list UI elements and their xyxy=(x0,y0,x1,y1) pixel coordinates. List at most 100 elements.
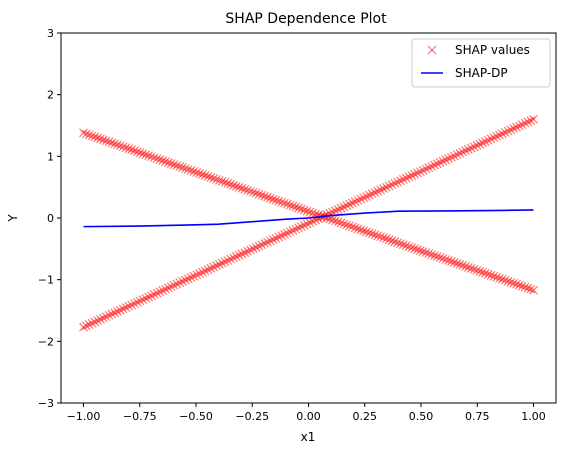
shap-value-point xyxy=(144,292,154,302)
shap-value-point xyxy=(260,239,270,248)
shap-value-point xyxy=(339,219,349,229)
shap-value-point xyxy=(424,163,434,173)
shap-value-point xyxy=(200,266,210,276)
shap-value-point xyxy=(104,310,114,320)
shap-value-point xyxy=(345,199,354,209)
shap-value-point xyxy=(381,234,391,244)
shap-value-point xyxy=(435,158,445,167)
shap-value-point xyxy=(220,257,230,267)
shap-value-point xyxy=(432,159,442,169)
shap-value-point xyxy=(483,135,493,145)
shap-value-point xyxy=(192,270,202,280)
shap-value-point xyxy=(147,152,156,162)
shap-value-point xyxy=(503,276,513,286)
shap-value-point xyxy=(248,187,258,197)
shap-value-point xyxy=(463,262,473,272)
chart-title: SHAP Dependence Plot xyxy=(225,11,387,27)
shap-value-point xyxy=(144,151,154,161)
shap-value-point xyxy=(478,138,487,148)
shap-value-point xyxy=(138,149,148,159)
legend-x-marker xyxy=(427,45,437,55)
shap-value-point xyxy=(212,261,221,271)
shap-value-point xyxy=(152,288,162,298)
shap-value-point xyxy=(226,254,236,264)
shap-value-point xyxy=(299,220,309,230)
shap-value-point xyxy=(226,179,236,189)
shap-value-point xyxy=(384,181,394,191)
shap-value-point xyxy=(393,177,403,187)
shap-value-point xyxy=(243,246,253,256)
shap-value-point xyxy=(455,260,465,269)
y-tick-label: 0 xyxy=(47,212,54,225)
shap-value-point xyxy=(430,251,439,260)
shap-value-point xyxy=(401,241,411,251)
shap-value-point xyxy=(432,252,442,261)
shap-value-point xyxy=(410,244,420,254)
shap-value-point xyxy=(370,188,380,197)
shap-value-point xyxy=(367,229,377,239)
shap-value-point xyxy=(421,164,431,174)
shap-value-point xyxy=(480,268,490,278)
y-tick-label: −1 xyxy=(38,274,54,287)
shap-value-point xyxy=(520,282,530,292)
plot-marks xyxy=(79,114,538,332)
shap-value-point xyxy=(127,145,137,155)
shap-value-point xyxy=(87,318,97,328)
shap-value-point xyxy=(415,167,425,177)
shap-value-point xyxy=(149,153,159,163)
shap-value-point xyxy=(172,279,182,289)
x-tick-label: 0.25 xyxy=(353,410,378,423)
shap-value-point xyxy=(418,247,428,257)
shap-value-point xyxy=(178,276,187,286)
x-tick-label: 0.50 xyxy=(409,410,434,423)
shap-value-point xyxy=(512,279,521,289)
shap-value-point xyxy=(189,271,199,281)
shap-value-point xyxy=(452,259,462,268)
shap-value-point xyxy=(302,219,312,229)
shap-value-point xyxy=(113,140,122,150)
shap-value-point xyxy=(180,164,190,173)
shap-value-point xyxy=(84,130,94,140)
shap-value-point xyxy=(186,166,196,175)
shap-value-point xyxy=(98,135,108,145)
shap-value-point xyxy=(449,151,459,161)
shap-value-point xyxy=(280,198,289,208)
shap-value-point xyxy=(398,175,408,184)
shap-value-point xyxy=(79,128,88,138)
shap-value-point xyxy=(294,223,304,233)
shap-value-point xyxy=(240,248,250,258)
shap-value-point xyxy=(480,137,490,146)
shap-value-point xyxy=(469,264,479,274)
shap-value-point xyxy=(104,137,114,147)
shap-value-point xyxy=(223,178,233,188)
shap-value-point xyxy=(214,259,224,269)
shap-value-point xyxy=(257,240,267,250)
shap-value-point xyxy=(118,142,128,152)
shap-value-point xyxy=(472,265,482,275)
shap-value-point xyxy=(124,144,134,154)
shap-value-point xyxy=(141,293,151,303)
shap-value-point xyxy=(373,186,383,196)
shap-value-point xyxy=(430,160,439,170)
shap-value-point xyxy=(364,228,374,238)
shap-value-point xyxy=(288,226,298,235)
shap-value-point xyxy=(130,299,139,309)
shap-value-point xyxy=(415,246,425,256)
shap-value-point xyxy=(461,146,470,156)
shap-value-point xyxy=(333,217,343,227)
shap-value-point xyxy=(206,172,216,182)
shap-value-point xyxy=(155,287,165,297)
shap-value-point xyxy=(263,192,272,202)
shap-value-point xyxy=(393,238,403,248)
shap-value-point xyxy=(87,131,97,141)
x-axis: −1.00 −0.75 −0.50 −0.25 0.00 0.25 0.50 0.75 1.00 xyxy=(67,403,546,423)
shap-value-point xyxy=(282,228,292,238)
shap-value-point xyxy=(345,221,354,231)
shap-value-point xyxy=(469,142,479,152)
shap-value-point xyxy=(163,158,173,167)
shap-value-point xyxy=(178,163,187,172)
shap-value-point xyxy=(359,226,369,236)
shap-value-point xyxy=(398,240,408,250)
shap-value-point xyxy=(220,177,230,187)
y-tick-label: 2 xyxy=(47,89,54,102)
